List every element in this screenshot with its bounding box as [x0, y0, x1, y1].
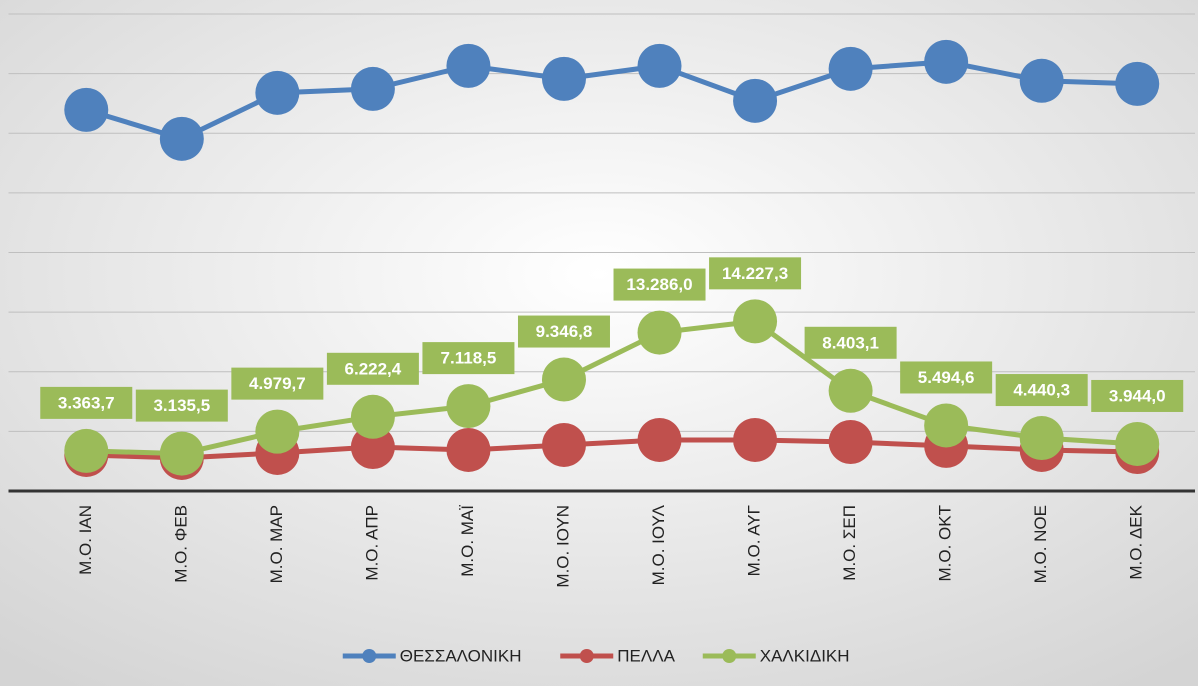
marker	[924, 39, 969, 84]
marker	[637, 417, 682, 462]
data-label-box	[422, 342, 515, 375]
data-label: 7.118,5	[441, 349, 497, 368]
x-tick-label: Μ.Ο. ΝΟΕ	[1031, 505, 1050, 583]
x-tick-label: Μ.Ο. ΦΕΒ	[171, 505, 190, 583]
marker	[828, 368, 873, 413]
marker	[828, 419, 873, 464]
marker	[541, 422, 586, 467]
x-tick-label: Μ.Ο. ΙΟΥΝ	[553, 505, 572, 588]
marker	[255, 70, 300, 115]
marker	[1019, 416, 1064, 461]
data-label: 9.346,8	[536, 322, 593, 341]
marker	[446, 43, 491, 88]
marker	[924, 403, 969, 448]
marker	[446, 427, 491, 472]
data-label-box	[40, 386, 133, 419]
data-label-box	[1091, 379, 1184, 412]
marker	[828, 46, 873, 91]
legend-marker	[579, 649, 594, 663]
data-label: 5.494,6	[918, 368, 975, 387]
marker	[541, 56, 586, 101]
x-tick-label: Μ.Ο. ΣΕΠ	[840, 505, 859, 581]
data-label: 13.286,0	[626, 275, 692, 294]
marker	[159, 116, 204, 161]
data-label: 3.135,5	[153, 396, 210, 415]
marker	[733, 299, 778, 344]
data-label-box	[231, 367, 324, 400]
data-label-box	[326, 352, 419, 385]
x-tick-label: Μ.Ο. ΔΕΚ	[1127, 504, 1146, 579]
data-label: 3.944,0	[1109, 386, 1166, 405]
x-tick-label: Μ.Ο. ΜΑΪ	[458, 505, 477, 577]
data-label-box	[517, 315, 610, 348]
marker	[733, 417, 778, 462]
legend-label: ΘΕΣΣΑΛΟΝΙΚΗ	[400, 646, 522, 665]
data-label-box	[613, 268, 706, 301]
data-label-box	[135, 389, 228, 422]
data-label-box	[995, 374, 1088, 407]
marker	[446, 384, 491, 429]
x-tick-label: Μ.Ο. ΑΥΓ	[745, 505, 764, 576]
data-label: 14.227,3	[722, 264, 788, 283]
data-label: 4.440,3	[1013, 381, 1070, 400]
data-label-box	[900, 361, 993, 394]
legend-label: ΧΑΛΚΙΔΙΚΗ	[760, 646, 850, 665]
legend-label: ΠΕΛΛΑ	[617, 646, 675, 665]
marker	[255, 409, 300, 454]
data-label: 3.363,7	[58, 393, 115, 412]
marker	[637, 310, 682, 355]
marker	[350, 394, 395, 439]
data-label: 6.222,4	[345, 359, 402, 378]
data-label-box	[709, 257, 802, 290]
marker	[350, 424, 395, 469]
x-tick-label: Μ.Ο. ΟΚΤ	[936, 505, 955, 582]
marker	[1115, 421, 1160, 466]
legend-marker	[362, 649, 377, 663]
marker	[64, 428, 109, 473]
x-tick-label: Μ.Ο. ΜΑΡ	[267, 505, 286, 583]
data-label: 4.979,7	[249, 374, 306, 393]
data-label: 8.403,1	[822, 333, 879, 352]
x-tick-label: Μ.Ο. ΙΑΝ	[76, 505, 95, 575]
x-tick-label: Μ.Ο. ΙΟΥΛ	[649, 504, 668, 585]
marker	[637, 43, 682, 88]
marker	[350, 66, 395, 111]
marker	[541, 357, 586, 402]
marker	[64, 87, 109, 132]
marker	[733, 78, 778, 123]
marker	[1115, 61, 1160, 106]
marker	[159, 431, 204, 476]
marker	[1019, 58, 1064, 103]
legend-marker	[722, 649, 737, 663]
data-label-box	[804, 326, 897, 359]
x-tick-label: Μ.Ο. ΑΠΡ	[362, 505, 381, 581]
